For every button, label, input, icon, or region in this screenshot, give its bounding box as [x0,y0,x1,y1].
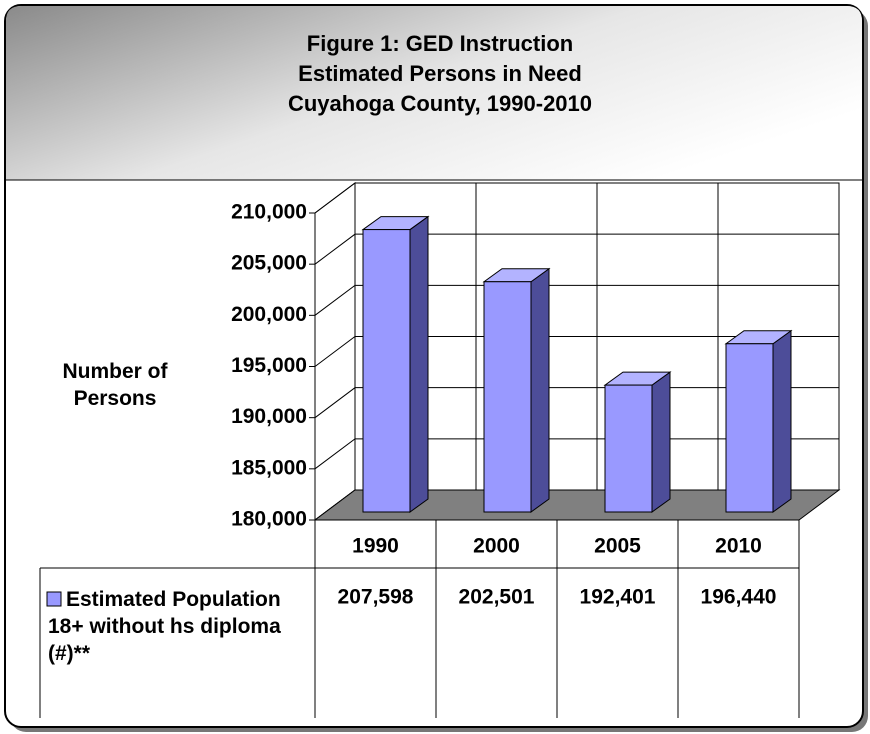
bar-side [530,267,550,513]
y-tick-label: 210,000 [231,201,307,224]
y-tick-label: 205,000 [231,252,307,275]
y-tick-label: 185,000 [231,456,307,479]
data-label: 196,440 [701,586,777,609]
bar-front [483,281,532,513]
bar-side [651,371,671,513]
bar-side [772,329,792,513]
bar-side [409,215,429,513]
header-band [6,6,862,180]
x-tick-label: 1990 [352,535,399,558]
floor [313,489,841,521]
x-tick-label: 2005 [594,535,641,558]
bar-front [725,343,774,513]
grid-line [314,233,839,265]
x-tick-label: 2010 [715,535,762,558]
data-label: 192,401 [580,586,656,609]
y-tick-label: 200,000 [231,303,307,326]
grid-line [314,387,839,419]
data-label: 202,501 [459,586,535,609]
grid-line [314,438,839,470]
y-tick-label: 190,000 [231,405,307,428]
bar-front [362,229,411,513]
grid-line [314,182,839,214]
title-line: Estimated Persons in Need [298,61,582,86]
legend-swatch [46,591,62,607]
y-axis-label: Number of Persons [62,360,168,410]
bar [603,371,672,513]
title-line: Figure 1: GED Instruction [307,31,573,56]
legend-label: Estimated Population 18+ without hs dipl… [48,588,281,665]
bar [361,215,430,513]
y-tick-label: 180,000 [231,508,307,531]
data-label: 207,598 [338,586,414,609]
grid-line [314,336,839,367]
y-tick-label: 195,000 [231,354,307,377]
x-tick-label: 2000 [473,535,520,558]
bar-front [604,384,653,513]
grid-line [314,284,839,316]
bar [482,267,551,513]
bar [724,329,793,513]
title-line: Cuyahoga County, 1990-2010 [288,91,592,116]
